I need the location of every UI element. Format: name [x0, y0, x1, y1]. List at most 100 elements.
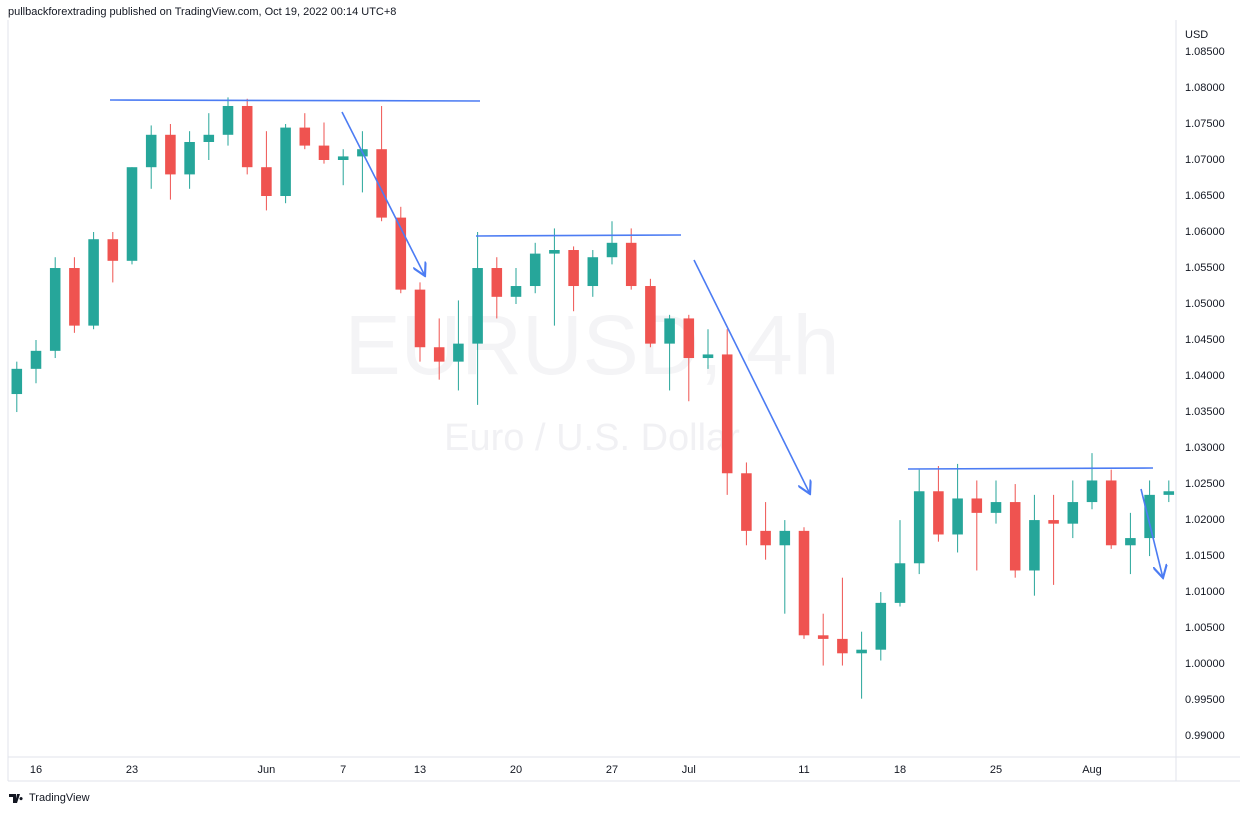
candle-body [69, 268, 80, 326]
candle-body [529, 253, 541, 287]
candle-body [952, 498, 963, 535]
candle-body [760, 530, 771, 546]
candle-body [261, 167, 272, 197]
candle-body [222, 105, 234, 135]
x-tick-label: 13 [414, 764, 426, 776]
y-tick-label: 1.05500 [1185, 262, 1225, 274]
candle-body [472, 268, 483, 344]
x-tick-label: 11 [798, 764, 809, 776]
candle-body [779, 530, 791, 546]
y-tick-label: 1.04500 [1185, 334, 1225, 346]
candle-body [299, 127, 311, 146]
x-tick-label: 20 [510, 764, 522, 776]
y-tick-label: 1.05000 [1185, 298, 1225, 310]
y-tick-label: 1.07500 [1185, 118, 1225, 130]
trend-arrow [1140, 488, 1163, 578]
candle-body [664, 318, 675, 344]
candle-body [318, 145, 330, 160]
candle-body [184, 141, 195, 175]
y-tick-label: 0.99000 [1185, 730, 1225, 742]
candle-body [894, 563, 906, 603]
y-tick-label: 0.99500 [1185, 694, 1225, 706]
x-tick-label: 7 [340, 764, 346, 776]
candle-body [587, 257, 599, 287]
candle-body [107, 239, 119, 261]
y-tick-label: 1.08000 [1185, 82, 1225, 94]
x-tick-label: 18 [894, 764, 906, 776]
x-tick-label: Aug [1082, 764, 1102, 776]
resistance-line [109, 99, 481, 102]
candle-body [165, 134, 176, 175]
candle-body [683, 318, 695, 359]
y-tick-label: 1.01000 [1185, 586, 1225, 598]
candle-body [798, 530, 810, 636]
candle-body [875, 602, 887, 650]
x-tick-label: Jul [682, 764, 696, 776]
candle-body [241, 105, 253, 168]
candle-body [568, 250, 579, 287]
candle-body [837, 638, 848, 654]
candle-body [625, 242, 637, 287]
y-tick-label: 1.06500 [1185, 190, 1225, 202]
candle-body [1086, 480, 1098, 503]
candle-body [1067, 502, 1079, 524]
footer: TradingView [29, 792, 90, 804]
candle-body [702, 354, 714, 359]
x-tick-label: 27 [606, 764, 618, 776]
candle-body [1125, 538, 1136, 546]
candle-body [741, 473, 752, 531]
y-tick-label: 1.02000 [1185, 514, 1225, 526]
candle-body [337, 156, 349, 160]
candle-body [433, 347, 445, 362]
candle-body [414, 289, 426, 348]
y-tick-label: 1.00500 [1185, 622, 1225, 634]
candle-body [1009, 502, 1021, 571]
y-tick-label: 1.03000 [1185, 442, 1225, 454]
y-tick-label: 1.08500 [1185, 46, 1225, 58]
x-tick-label: Jun [258, 764, 276, 776]
candle-body [280, 127, 291, 197]
resistance-line [475, 234, 682, 237]
y-tick-label: 1.02500 [1185, 478, 1225, 490]
y-tick-label: 1.01500 [1185, 550, 1225, 562]
candle-body [30, 350, 42, 369]
annotations [109, 99, 1163, 578]
candle-body [203, 134, 215, 142]
candle-body [856, 649, 867, 654]
x-tick-label: 23 [126, 764, 138, 776]
candle-body [990, 502, 1002, 513]
candle-body [721, 354, 733, 474]
candle-body [1144, 494, 1155, 539]
logo-icon [9, 794, 23, 803]
candles [11, 97, 1175, 699]
header: pullbackforextrading published on Tradin… [8, 6, 396, 18]
trend-arrow [693, 259, 810, 494]
y-tick-label: 1.07000 [1185, 154, 1225, 166]
candle-body [376, 149, 387, 218]
candle-body [817, 635, 829, 639]
y-axis-label: USD [1185, 29, 1208, 41]
trend-arrow [341, 111, 425, 276]
y-tick-label: 1.00000 [1185, 658, 1225, 670]
logo: TradingView [9, 792, 90, 804]
candle-body [49, 268, 61, 351]
x-tick-label: 16 [30, 764, 42, 776]
candle-body [453, 343, 464, 362]
y-tick-label: 1.06000 [1185, 226, 1225, 238]
candle-body [1105, 480, 1117, 546]
candle-body [126, 167, 138, 261]
watermark-symbol: EURUSD, 4h [345, 298, 840, 392]
watermark-name: Euro / U.S. Dollar [444, 417, 740, 459]
candle-body [606, 242, 618, 258]
candle-body [491, 268, 503, 297]
candle-body [645, 286, 656, 344]
y-tick-label: 1.04000 [1185, 370, 1225, 382]
candle-body [145, 134, 157, 168]
candle-body [1163, 491, 1175, 495]
candle-body [395, 217, 407, 290]
candle-body [1048, 520, 1059, 524]
candle-body [88, 239, 99, 326]
candle-body [933, 491, 944, 535]
